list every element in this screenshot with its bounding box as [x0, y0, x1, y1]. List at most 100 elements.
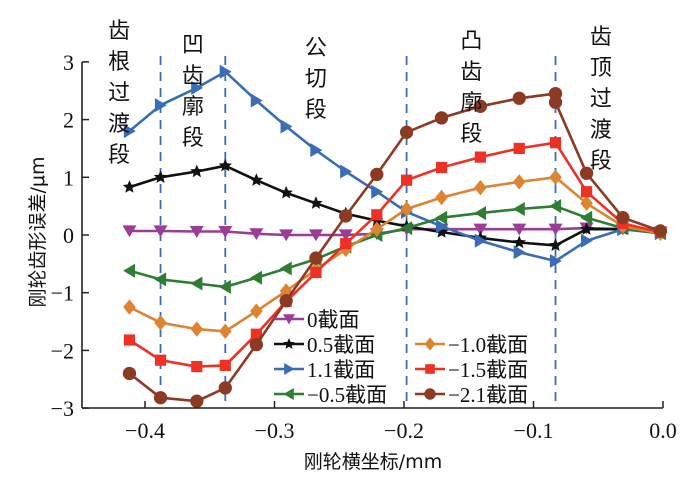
marker-triangle-down: [189, 225, 204, 238]
series-layer: [122, 64, 668, 408]
legend-item: 0.5截面: [274, 333, 375, 357]
marker-circle: [122, 366, 137, 381]
region-label-char: 齿: [108, 19, 130, 44]
marker-triangle-right: [280, 119, 293, 134]
marker-square: [219, 359, 231, 372]
marker-triangle-right: [513, 245, 526, 260]
marker-circle: [249, 337, 264, 352]
marker-square: [123, 334, 136, 346]
region-label-char: 凹: [182, 33, 204, 58]
marker-triangle-right: [549, 253, 562, 268]
marker-star: [218, 158, 232, 172]
marker-triangle-right: [580, 233, 593, 248]
marker-triangle-left: [154, 272, 167, 287]
marker-triangle-down: [153, 225, 168, 238]
marker-square: [340, 238, 352, 250]
marker-circle: [339, 209, 353, 223]
region-label-char: 根: [108, 50, 130, 75]
marker-circle: [190, 394, 204, 408]
marker-star: [153, 170, 168, 183]
marker-triangle-right: [435, 219, 448, 234]
region-label-char: 凸: [460, 29, 482, 54]
region-label-char: 廓: [182, 95, 204, 120]
marker-triangle-left: [400, 221, 413, 236]
marker-square: [474, 151, 487, 163]
marker-triangle-down: [512, 223, 527, 236]
region-label-char: 段: [108, 143, 130, 168]
marker-circle: [579, 166, 594, 180]
series-circle: [122, 86, 668, 408]
marker-diamond: [512, 174, 526, 190]
marker-triangle-down: [283, 314, 295, 325]
marker-star: [122, 180, 137, 193]
y-axis-title: 刚轮齿形误差/μm: [27, 157, 49, 308]
marker-square: [154, 354, 167, 366]
marker-diamond: [190, 321, 204, 337]
y-tick-label: 0: [63, 223, 74, 248]
legend-item: 1.1截面: [274, 358, 375, 382]
region-label-char: 切: [305, 67, 327, 92]
x-axis-title: 刚轮横坐标/mm: [304, 451, 442, 473]
marker-circle: [218, 381, 232, 395]
marker-triangle-left: [283, 388, 294, 400]
marker-square: [400, 174, 413, 186]
region-label-char: 渡: [590, 118, 612, 143]
marker-triangle-down: [473, 223, 488, 236]
legend-label: −2.1截面: [448, 383, 528, 407]
legend-label: 0.5截面: [307, 333, 375, 357]
marker-diamond: [123, 299, 136, 315]
marker-circle: [616, 211, 630, 225]
legend-item: −2.1截面: [415, 383, 528, 407]
marker-circle: [512, 91, 526, 105]
marker-star: [283, 338, 295, 349]
marker-triangle-right: [154, 98, 167, 113]
marker-triangle-right: [474, 233, 487, 248]
region-label-char: 段: [305, 98, 327, 123]
marker-triangle-left: [474, 206, 487, 221]
marker-square: [191, 360, 203, 373]
marker-square: [310, 266, 322, 279]
marker-triangle-down: [279, 229, 294, 242]
marker-triangle-left: [123, 263, 136, 278]
marker-star: [190, 164, 204, 178]
x-tick-label: −0.1: [514, 418, 554, 443]
region-label-char: 公: [305, 36, 327, 61]
marker-triangle-right: [371, 184, 384, 199]
marker-star: [279, 185, 293, 199]
marker-triangle-left: [190, 276, 203, 291]
marker-diamond: [370, 221, 384, 237]
marker-triangle-right: [219, 64, 232, 79]
legend-label: −1.0截面: [448, 333, 528, 357]
region-label-char: 段: [590, 149, 612, 174]
marker-triangle-right: [340, 164, 353, 179]
marker-circle: [279, 294, 293, 308]
legend-label: 1.1截面: [307, 358, 375, 382]
marker-square: [371, 209, 383, 221]
marker-square: [549, 137, 562, 149]
region-label-char: 齿: [460, 60, 482, 85]
y-tick-label: −2: [51, 338, 74, 363]
marker-circle: [653, 224, 668, 238]
marker-circle: [424, 388, 436, 400]
marker-diamond: [549, 169, 562, 185]
region-label-char: 过: [590, 87, 612, 112]
region-label-char: 顶: [590, 56, 612, 81]
marker-triangle-down: [548, 223, 563, 236]
marker-circle: [153, 391, 168, 405]
region-label-char: 段: [182, 126, 204, 151]
marker-diamond: [250, 303, 263, 319]
marker-circle: [399, 125, 414, 139]
y-tick-label: −1: [51, 281, 74, 306]
series-line: [128, 176, 661, 333]
marker-square: [425, 364, 435, 374]
y-tick-label: −3: [51, 396, 74, 421]
y-tick-label: 2: [63, 108, 74, 133]
series-line: [129, 164, 661, 247]
region-label-char: 齿: [182, 64, 204, 89]
marker-diamond: [218, 323, 232, 340]
